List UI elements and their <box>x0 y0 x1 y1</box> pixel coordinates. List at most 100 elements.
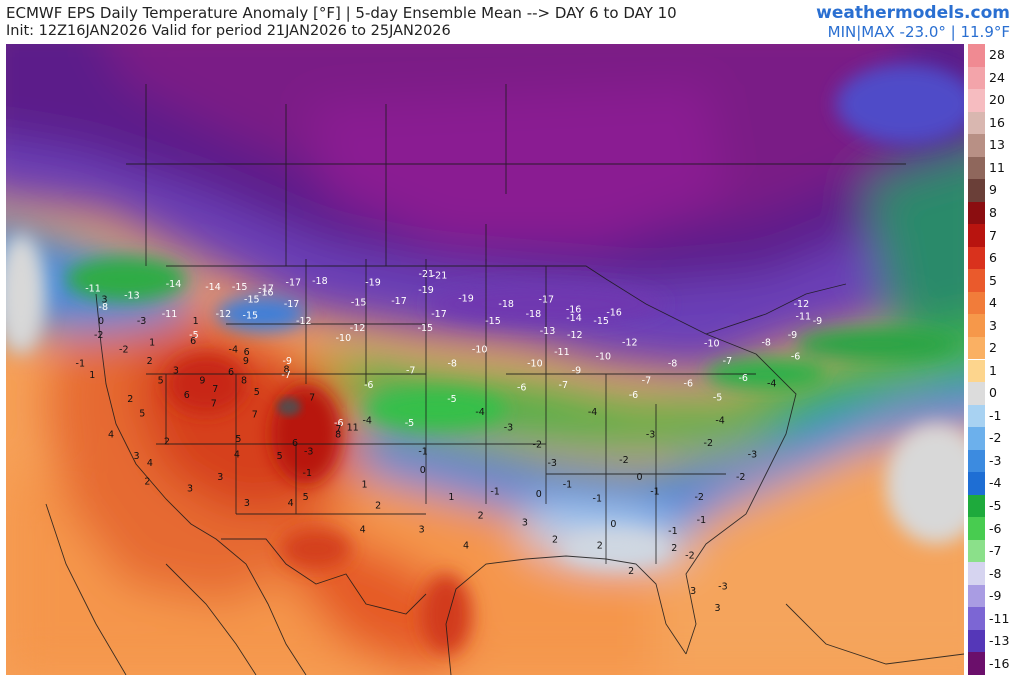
anomaly-value-label: -3 <box>504 423 513 434</box>
anomaly-value-label: -2 <box>736 472 745 483</box>
anomaly-value-label: -15 <box>593 316 609 327</box>
map-subtitle: Init: 12Z16JAN2026 Valid for period 21JA… <box>6 23 451 39</box>
anomaly-value-label: -6 <box>629 390 638 401</box>
anomaly-value-label: 5 <box>303 492 309 503</box>
anomaly-value-label: -7 <box>406 366 415 377</box>
legend-item: -1 <box>968 404 1024 428</box>
legend-item: -6 <box>968 517 1024 540</box>
anomaly-value-label: -8 <box>761 337 770 348</box>
legend-label: -6 <box>989 520 1002 536</box>
anomaly-value-label: 3 <box>714 603 720 614</box>
anomaly-value-label: -5 <box>189 330 198 341</box>
anomaly-value-label: -17 <box>539 295 555 306</box>
legend-item: 5 <box>968 269 1024 292</box>
anomaly-value-label: -17 <box>431 309 447 320</box>
anomaly-value-label: -10 <box>704 339 720 350</box>
anomaly-value-label: -5 <box>405 418 414 429</box>
anomaly-value-label: -12 <box>216 309 232 320</box>
legend-swatch <box>968 359 985 383</box>
anomaly-value-label: -9 <box>788 330 797 341</box>
anomaly-value-label: 3 <box>173 366 179 377</box>
anomaly-value-label: -3 <box>718 582 727 593</box>
legend-label: -8 <box>989 565 1002 581</box>
anomaly-value-label: 2 <box>597 540 603 551</box>
anomaly-value-label: -1 <box>418 447 427 458</box>
anomaly-value-label: 1 <box>448 492 454 503</box>
legend-swatch <box>968 44 985 67</box>
legend-item: 24 <box>968 66 1024 90</box>
legend-swatch <box>968 89 985 112</box>
anomaly-value-label: 2 <box>127 394 133 405</box>
legend-label: 7 <box>989 227 997 243</box>
anomaly-value-labels: -21-21-19-19-19-18-18-18-17-17-17 -17-17-… <box>76 269 823 614</box>
legend-swatch <box>968 134 985 157</box>
anomaly-value-label: -12 <box>350 323 366 334</box>
anomaly-value-label: 7 <box>212 384 218 395</box>
legend-item: -13 <box>968 629 1024 653</box>
anomaly-value-label: 0 <box>536 489 542 500</box>
anomaly-value-label: -1 <box>563 479 572 490</box>
legend-item: 2 <box>968 336 1024 360</box>
anomaly-value-label: -18 <box>312 276 328 287</box>
legend-item: -8 <box>968 562 1024 585</box>
anomaly-value-label: 3 <box>187 484 193 495</box>
anomaly-value-label: -5 <box>713 393 722 404</box>
anomaly-value-label: 4 <box>288 498 294 509</box>
legend-label: 5 <box>989 272 997 288</box>
legend-swatch <box>968 291 985 315</box>
anomaly-value-label: -18 <box>526 309 542 320</box>
anomaly-value-label: -3 <box>748 450 757 461</box>
anomaly-value-label: 2 <box>671 543 677 554</box>
anomaly-value-label: 0 <box>610 519 616 530</box>
anomaly-value-label: 8 <box>283 364 289 375</box>
legend-label: -2 <box>989 430 1002 446</box>
legend-label: 8 <box>989 205 997 221</box>
anomaly-value-label: -9 <box>282 356 291 367</box>
anomaly-value-label: -6 <box>517 383 526 394</box>
anomaly-value-label: 1 <box>89 370 95 381</box>
legend-label: 0 <box>989 385 997 401</box>
anomaly-value-label: 8 <box>241 376 247 387</box>
anomaly-value-label: -1 <box>303 468 312 479</box>
anomaly-value-label: -8 <box>447 359 456 370</box>
anomaly-value-label: -19 <box>365 278 381 289</box>
anomaly-value-label: 2 <box>628 566 634 577</box>
legend-item: -7 <box>968 539 1024 563</box>
anomaly-value-label: -6 <box>334 418 343 429</box>
anomaly-value-label: -12 <box>622 337 638 348</box>
anomaly-value-label: 1 <box>361 479 367 490</box>
anomaly-value-label: 3 <box>419 525 425 536</box>
anomaly-value-label: -6 <box>364 380 373 391</box>
anomaly-value-label: -3 <box>547 458 556 469</box>
anomaly-value-label: 7 <box>252 410 258 421</box>
brand-link[interactable]: weathermodels.com <box>816 3 1010 23</box>
anomaly-value-label: -4 <box>715 415 724 426</box>
anomaly-value-label: -14 <box>166 279 182 290</box>
legend-label: -11 <box>989 610 1010 626</box>
anomaly-value-label: 3 <box>690 586 696 597</box>
anomaly-value-label: -6 <box>738 373 747 384</box>
anomaly-value-label: -2 <box>694 492 703 503</box>
anomaly-value-label: 4 <box>147 458 153 469</box>
anomaly-value-label: -19 <box>458 293 474 304</box>
anomaly-value-label: -13 <box>540 326 556 337</box>
anomaly-value-label: -15 <box>232 282 248 293</box>
legend-label: -16 <box>989 655 1010 671</box>
anomaly-value-label: 7 <box>211 398 217 409</box>
anomaly-value-label: 2 <box>375 501 381 512</box>
anomaly-value-label: -3 <box>304 447 313 458</box>
anomaly-value-label: 9 <box>243 356 249 367</box>
legend-swatch <box>968 494 985 518</box>
anomaly-value-label: -2 <box>119 344 128 355</box>
legend-item: 3 <box>968 314 1024 337</box>
legend-label: -9 <box>989 588 1002 604</box>
anomaly-value-label: -21 <box>432 271 448 282</box>
anomaly-value-label: -4 <box>767 379 776 390</box>
anomaly-value-label: 2 <box>478 511 484 522</box>
anomaly-value-label: -9 <box>813 316 822 327</box>
legend-swatch <box>968 314 985 337</box>
anomaly-value-label: -1 <box>76 359 85 370</box>
anomaly-value-label: 7 <box>335 424 341 435</box>
anomaly-value-label: -13 <box>124 290 140 301</box>
min-max-readout: MIN|MAX -23.0° | 11.9°F <box>827 23 1010 41</box>
